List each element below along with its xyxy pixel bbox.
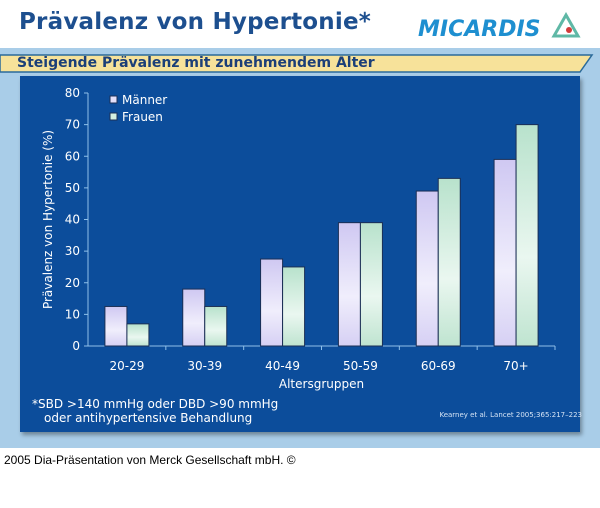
y-tick-label: 40 — [65, 213, 80, 227]
y-tick-label: 80 — [65, 86, 80, 100]
bar-maenner — [260, 258, 284, 347]
y-axis-label: Prävalenz von Hypertonie (%) — [41, 130, 55, 309]
bar-maenner — [182, 288, 206, 347]
bar-maenner — [493, 158, 517, 347]
logo-text: MICARDIS — [418, 17, 540, 42]
slide-subtitle: Steigende Prävalenz mit zunehmendem Alte… — [17, 55, 375, 71]
subtitle-banner — [0, 54, 594, 73]
y-tick-label: 70 — [65, 118, 80, 132]
micardis-logo: MICARDIS — [418, 12, 581, 42]
bar-maenner — [337, 222, 361, 347]
footnote-line-1: *SBD >140 mmHg oder DBD >90 mmHg — [32, 397, 279, 411]
bar-frauen — [204, 305, 228, 347]
x-tick-label: 20-29 — [109, 359, 144, 373]
citation: Kearney et al. Lancet 2005;365:217–223 — [439, 411, 582, 419]
legend-label: Männer — [122, 93, 167, 107]
bar-frauen — [515, 124, 539, 347]
y-tick-label: 10 — [65, 307, 80, 321]
x-tick-label: 40-49 — [265, 359, 300, 373]
y-tick-label: 20 — [65, 276, 80, 290]
x-tick-label: 60-69 — [421, 359, 456, 373]
copyright-footer: 2005 Dia-Präsentation von Merck Gesellsc… — [4, 453, 296, 467]
bar-frauen — [437, 177, 461, 347]
x-tick-label: 70+ — [503, 359, 528, 373]
x-tick-label: 50-59 — [343, 359, 378, 373]
legend-swatch — [109, 112, 118, 121]
footnote-line-2: oder antihypertensive Behandlung — [44, 411, 253, 425]
x-tick-label: 30-39 — [187, 359, 222, 373]
bar-frauen — [359, 222, 383, 347]
page-title: Prävalenz von Hypertonie* — [19, 9, 371, 35]
bar-maenner — [104, 305, 128, 347]
x-axis-label: Altersgruppen — [279, 377, 364, 391]
legend-label: Frauen — [122, 110, 163, 124]
y-tick-label: 0 — [72, 339, 80, 353]
bar-maenner — [415, 190, 439, 347]
y-tick-label: 50 — [65, 181, 80, 195]
chart-panel — [20, 76, 580, 432]
bar-frauen — [126, 323, 150, 347]
y-tick-label: 60 — [65, 149, 80, 163]
bar-frauen — [282, 266, 306, 347]
legend-swatch — [109, 95, 118, 104]
y-tick-label: 30 — [65, 244, 80, 258]
